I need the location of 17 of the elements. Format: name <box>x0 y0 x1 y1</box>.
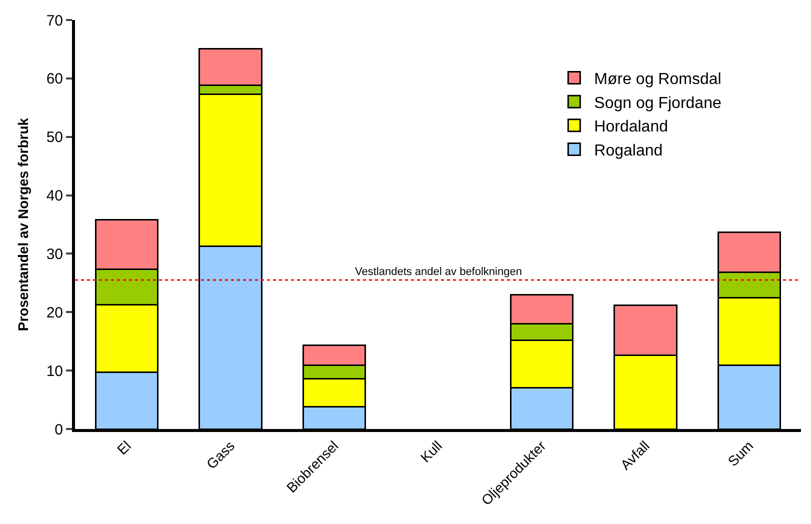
y-tick-label: 60 <box>46 70 63 88</box>
y-tick-label: 10 <box>46 362 63 380</box>
legend-label: Sogn og Fjordane <box>594 94 722 112</box>
legend-label: Hordaland <box>594 118 668 136</box>
legend-label: Rogaland <box>594 142 663 160</box>
y-axis-title: Prosentandel av Norges forbruk <box>14 118 31 332</box>
x-tick-label: Sum <box>724 438 756 470</box>
x-tick-label: Kull <box>417 438 446 466</box>
y-tick-label: 30 <box>46 246 63 263</box>
y-tick-label: 20 <box>46 304 63 322</box>
x-tick-label: El <box>114 438 134 458</box>
y-tick-label: 70 <box>46 12 63 30</box>
ref-line-label: Vestlandets andel av befolkningen <box>355 266 522 278</box>
legend-label: Møre og Romsdal <box>594 71 722 88</box>
y-tick-label: 0 <box>54 421 63 438</box>
y-tick-label: 40 <box>46 188 63 205</box>
y-tick-label: 50 <box>46 129 63 146</box>
